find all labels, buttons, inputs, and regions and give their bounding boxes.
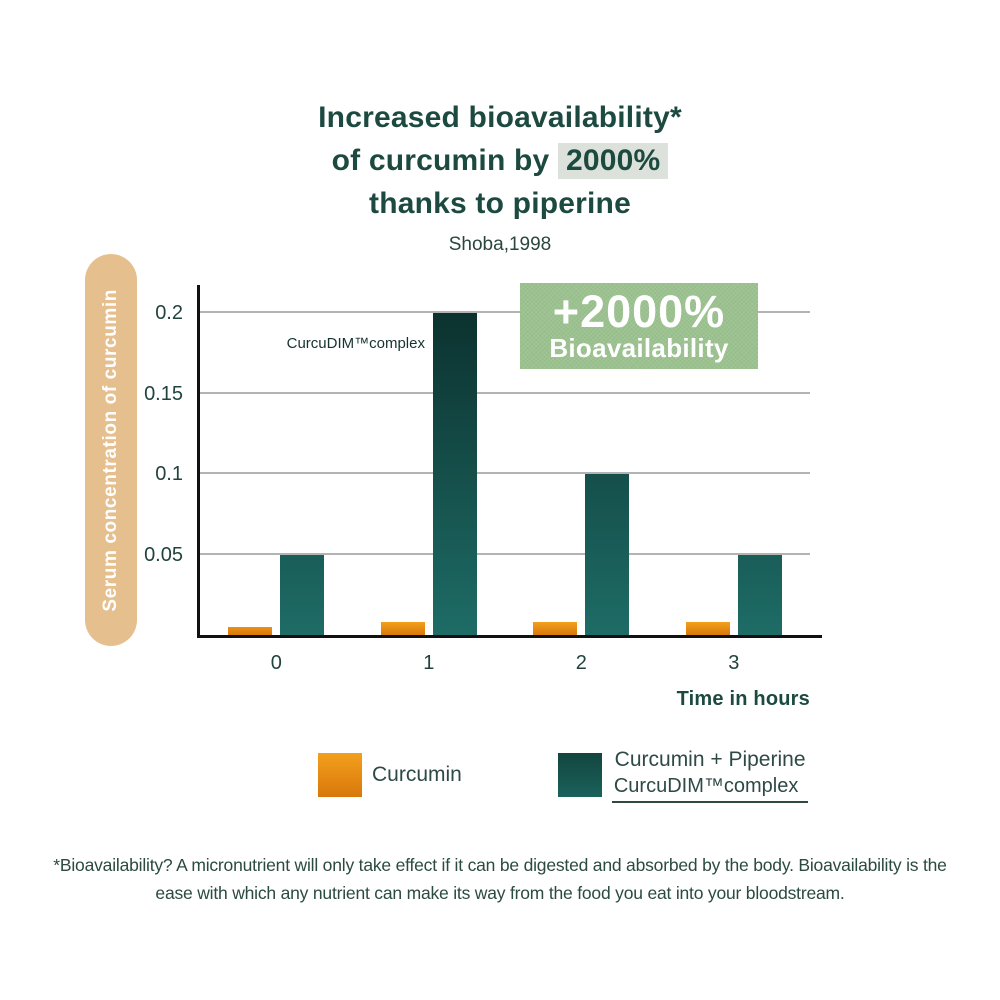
y-axis-label: Serum concentration of curcumin [100, 288, 121, 612]
bar-group-2 [505, 285, 658, 635]
x-axis-line [197, 635, 822, 638]
x-axis-title: Time in hours [676, 688, 810, 710]
title-line-2: of curcumin by 2000% [0, 139, 1000, 182]
bar-curcumin-0 [228, 626, 273, 635]
y-axis-label-pill: Serum concentration of curcumin [85, 254, 137, 646]
y-tick-label-0.2: 0.2 [155, 302, 183, 324]
x-tick-label-1: 1 [423, 652, 435, 674]
bar-curcumin-3 [685, 622, 730, 635]
curcumin-label: Curcumin [372, 762, 462, 786]
badge-percentage: +2000% [552, 286, 726, 337]
chart-plot-area: CurcuDIM™complex 0 1 2 3 Time in hours 0.2 0… [144, 285, 822, 710]
source-citation: Shoba,1998 [448, 234, 552, 255]
chart-header: Increased bioavailability* of curcumin b… [0, 96, 1000, 256]
bar-group-0 [200, 285, 353, 635]
y-tick-label-0.1: 0.1 [155, 463, 183, 485]
title-line-3: thanks to piperine [369, 187, 631, 220]
bioavailability-badge: +2000% Bioavailability [520, 283, 758, 369]
bar-curcumin-piperine-1 [432, 313, 477, 635]
gridline-0.1 [200, 472, 810, 474]
gridline-0.15 [200, 391, 810, 394]
x-tick-label-3: 3 [728, 652, 740, 674]
footnote: *Bioavailability? A micronutrient will o… [53, 855, 947, 903]
x-tick-labels: 0 1 2 3 [200, 652, 810, 675]
bar-curcumin-2 [533, 622, 578, 635]
curcumin-piperine-label-line-2: CurcuDIM™complex [611, 773, 809, 803]
bar-groups [200, 285, 810, 635]
bar-curcumin-piperine-0 [280, 554, 325, 635]
curcumin-piperine-label: Curcumin + Piperine CurcuDIM™complex [611, 746, 809, 803]
title-line-2-prefix: of curcumin by [331, 144, 550, 177]
title-line-1: Increased bioavailability* [318, 101, 682, 134]
x-tick-label-0: 0 [270, 652, 282, 674]
y-tick-label-0.15: 0.15 [144, 382, 183, 405]
y-axis-line [197, 285, 200, 638]
gridline-0.2 [200, 311, 810, 313]
title-highlight: 2000% [557, 143, 669, 179]
bar-group-1 [353, 285, 506, 635]
x-tick-label-2: 2 [575, 652, 587, 674]
legend-item-curcumin: Curcumin [318, 752, 462, 797]
legend: Curcumin Curcumin + Piperine CurcuDIM™co… [318, 746, 809, 803]
curcumin-piperine-swatch [557, 752, 602, 797]
bar-curcumin-piperine-2 [585, 474, 630, 635]
bar-group-3 [658, 285, 811, 635]
gridline-0.05 [200, 552, 810, 555]
legend-item-curcumin-piperine: Curcumin + Piperine CurcuDIM™complex [557, 746, 809, 803]
bar-curcumin-1 [380, 622, 425, 635]
bar-annotation: CurcuDIM™complex [286, 335, 425, 352]
curcumin-piperine-label-line-1: Curcumin + Piperine [614, 748, 806, 771]
curcumin-swatch [318, 752, 362, 797]
bar-curcumin-piperine-3 [737, 554, 782, 635]
y-tick-label-0.05: 0.05 [144, 543, 183, 566]
badge-caption: Bioavailability [549, 333, 729, 363]
